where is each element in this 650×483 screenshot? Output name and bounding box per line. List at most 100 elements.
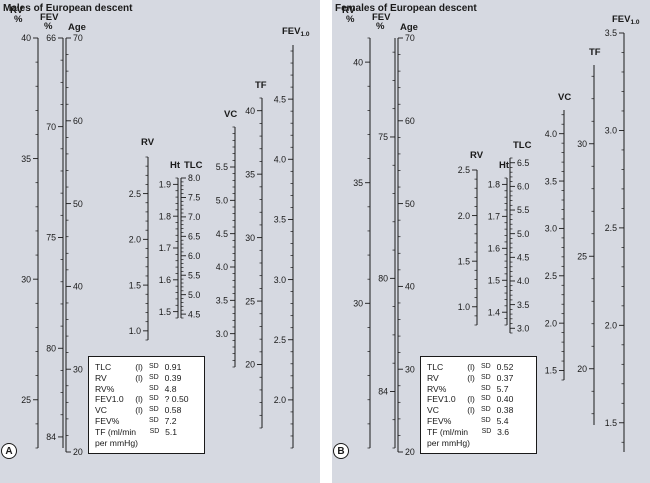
tick-label: 4.0 bbox=[216, 262, 228, 272]
scale-ht: 1.9 1.8 1.7 1.6 1.5 Ht bbox=[159, 160, 181, 319]
legend-row: TF (ml/min SD 3.6 bbox=[427, 427, 530, 438]
legend-indicator: (l) bbox=[135, 372, 143, 383]
legend-row: FEV1.0 (l) SD 0.40 bbox=[427, 394, 530, 405]
scale-tlc: 6.5 6.0 5.5 5.0 4.5 4.0 3.5 3.0 TLC bbox=[509, 140, 532, 333]
legend-name: TLC bbox=[95, 362, 112, 372]
panel-females: Females of European descent 40 35 30 RV% 75 8… bbox=[332, 0, 650, 483]
legend-name: RV bbox=[427, 372, 439, 383]
tick-label: 2.0 bbox=[274, 395, 286, 405]
tick-label: 8.0 bbox=[188, 173, 200, 183]
legend-value bbox=[497, 438, 530, 449]
scale-label: Age bbox=[400, 22, 418, 33]
tick-label: 4.0 bbox=[274, 154, 286, 164]
legend-indicator: (l) bbox=[467, 394, 475, 405]
legend-indicator bbox=[136, 438, 150, 449]
tick-label: 30 bbox=[21, 274, 31, 284]
legend-name: TF (ml/min bbox=[427, 426, 469, 437]
tick-label: 1.9 bbox=[159, 180, 171, 190]
tick-label: 2.5 bbox=[605, 223, 617, 233]
legend-sd-label: SD bbox=[480, 363, 491, 370]
legend-row: TLC (l) SD 0.91 bbox=[95, 362, 198, 373]
scale-label: FEV bbox=[40, 12, 59, 23]
tick-label: 84 bbox=[378, 387, 388, 397]
tick-label: 35 bbox=[353, 178, 363, 188]
legend-row: FEV% SD 5.4 bbox=[427, 416, 530, 427]
tick-label: 2.0 bbox=[129, 235, 141, 245]
tick-label: 4.0 bbox=[545, 129, 557, 139]
legend-sd-label: SD bbox=[480, 395, 491, 403]
scale-label: TF bbox=[589, 47, 601, 58]
tick-label: 2.0 bbox=[458, 211, 470, 221]
tick-label: 40 bbox=[245, 106, 255, 116]
tick-label: 20 bbox=[577, 364, 587, 374]
tick-label: 70 bbox=[405, 33, 415, 43]
scale-tlc: 8.0 7.5 7.0 6.5 6.0 5.5 5.0 4.5 TLC bbox=[180, 160, 203, 319]
scale-vc: 4.0 3.5 3.0 2.5 2.0 1.5 VC bbox=[545, 92, 571, 381]
legend-row: RV% SD 5.7 bbox=[427, 384, 530, 395]
tick-label: 75 bbox=[46, 233, 56, 243]
tick-label: 3.0 bbox=[605, 126, 617, 136]
scale-label: % bbox=[346, 14, 355, 25]
legend-row: RV (l) SD 0.39 bbox=[95, 373, 198, 384]
tick-label: 2.5 bbox=[458, 165, 470, 175]
tick-label: 84 bbox=[46, 432, 56, 442]
tick-label: 1.5 bbox=[129, 280, 141, 290]
scale-label: RV bbox=[470, 150, 484, 161]
scale-rv-: 40 35 30 25 RV% bbox=[10, 5, 39, 449]
legend-value: ? 0.50 bbox=[164, 394, 189, 405]
tick-label: 40 bbox=[353, 57, 363, 67]
tick-label: 1.6 bbox=[488, 244, 500, 254]
legend-indicator bbox=[468, 427, 482, 438]
tick-label: 3.5 bbox=[216, 296, 228, 306]
legend-value: 0.39 bbox=[164, 372, 182, 383]
scale-label: FEV1.0 bbox=[612, 14, 640, 26]
legend-value: 0.40 bbox=[496, 394, 514, 405]
tick-label: 1.7 bbox=[159, 243, 171, 253]
legend-value: 5.4 bbox=[496, 415, 509, 426]
scale-label: % bbox=[44, 21, 53, 32]
tick-label: 60 bbox=[405, 116, 415, 126]
legend-indicator bbox=[135, 384, 149, 395]
tick-label: 30 bbox=[73, 364, 83, 374]
scale-age: 70 60 50 40 30 20 Age bbox=[65, 22, 86, 457]
tick-label: 40 bbox=[21, 33, 31, 43]
legend-sd-label: SD bbox=[480, 373, 491, 381]
tick-label: 20 bbox=[405, 447, 415, 457]
legend-name: TF (ml/min bbox=[95, 426, 137, 437]
tick-label: 30 bbox=[245, 233, 255, 243]
tick-label: 1.7 bbox=[488, 212, 500, 222]
legend-indicator: (l) bbox=[467, 372, 475, 383]
tick-label: 35 bbox=[21, 154, 31, 164]
tick-label: 5.5 bbox=[517, 205, 529, 215]
tick-label: 70 bbox=[73, 33, 83, 43]
legend-sd-label: SD bbox=[480, 416, 491, 424]
tick-label: 70 bbox=[46, 122, 56, 132]
legend-sd-label: SD bbox=[149, 427, 160, 435]
tick-label: 1.5 bbox=[605, 418, 617, 428]
tick-label: 80 bbox=[378, 274, 388, 284]
tick-label: 3.5 bbox=[274, 215, 286, 225]
legend-row: VC (l) SD 0.38 bbox=[427, 405, 530, 416]
legend-value: 7.2 bbox=[164, 415, 177, 426]
tick-label: 7.0 bbox=[188, 212, 200, 222]
tick-label: 40 bbox=[73, 282, 83, 292]
tick-label: 3.0 bbox=[216, 329, 228, 339]
scale-ht: 1.8 1.7 1.6 1.5 1.4 Ht bbox=[488, 160, 510, 326]
scale-fev-: 66 70 75 80 84 FEV% bbox=[40, 12, 64, 448]
tick-label: 1.4 bbox=[488, 307, 500, 317]
legend-name: RV% bbox=[95, 383, 115, 394]
scale-label: Ht bbox=[499, 160, 510, 171]
tick-label: 60 bbox=[73, 116, 83, 126]
scale-label: Ht bbox=[170, 160, 181, 171]
tick-label: 3.5 bbox=[545, 176, 557, 186]
legend-indicator: (l) bbox=[135, 394, 143, 405]
tick-label: 1.0 bbox=[458, 302, 470, 312]
scale-label: % bbox=[376, 21, 385, 32]
legend-indicator bbox=[135, 416, 149, 427]
tick-label: 66 bbox=[46, 33, 56, 43]
legend-indicator bbox=[468, 438, 482, 449]
tick-label: 7.5 bbox=[188, 193, 200, 203]
tick-label: 80 bbox=[46, 343, 56, 353]
tick-label: 75 bbox=[378, 132, 388, 142]
scale-rv: 2.5 2.0 1.5 1.0 RV bbox=[458, 150, 484, 326]
